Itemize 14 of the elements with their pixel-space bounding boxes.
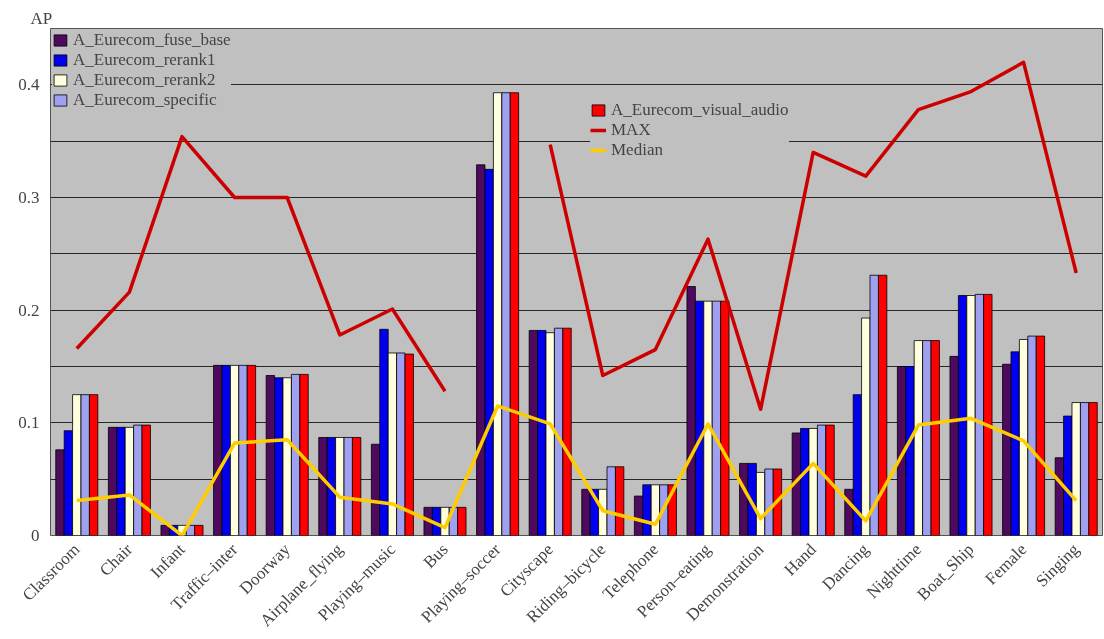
y-tick-label: 0.1	[18, 413, 40, 433]
legend-label: A_Eurecom_fuse_base	[73, 30, 231, 50]
y-tick-label: 0.4	[18, 75, 40, 95]
line-series	[75, 404, 1078, 536]
legend-label: A_Eurecom_rerank1	[73, 50, 216, 70]
y-tick-label: 0.3	[18, 188, 40, 207]
legend-label: A_Eurecom_rerank2	[73, 70, 216, 90]
legend-label: A_Eurecom_visual_audio	[611, 100, 789, 120]
y-tick-label: 0.2	[18, 300, 40, 320]
y-tick-label: 0	[31, 526, 40, 545]
legend-label: MAX	[611, 120, 651, 140]
legend-label: Median	[611, 140, 663, 160]
y-axis-title: AP	[30, 8, 53, 28]
legend-label: A_Eurecom_specific	[73, 90, 217, 110]
